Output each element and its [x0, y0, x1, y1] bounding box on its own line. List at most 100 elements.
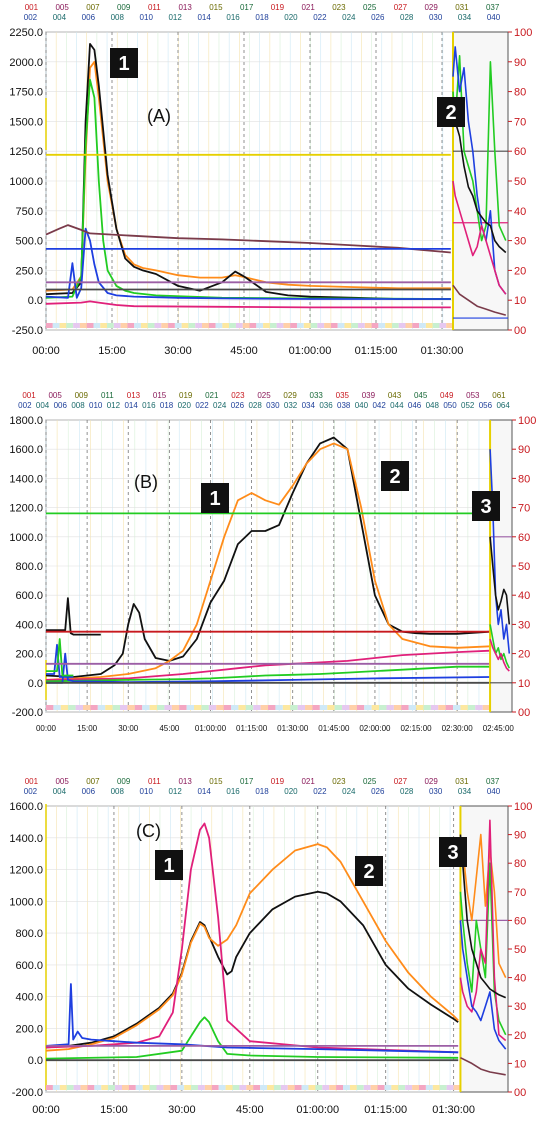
channel-label-top: 011 — [148, 3, 161, 12]
series-line — [45, 43, 451, 300]
y2-tick-label: 100 — [518, 415, 536, 427]
badge-label: 1 — [209, 488, 220, 510]
channel-strip — [317, 323, 325, 328]
channel-label-bottom: 028 — [400, 13, 414, 22]
y-tick-label: 800.0 — [15, 928, 43, 940]
channel-strip — [171, 705, 180, 710]
channel-label-bottom: 006 — [54, 401, 68, 410]
channel-strip — [120, 323, 128, 328]
channel-strip — [260, 1085, 268, 1090]
channel-strip — [161, 323, 169, 328]
channel-strip — [156, 1085, 164, 1090]
channel-label-top: 061 — [492, 391, 506, 400]
y-tick-label: 750.0 — [15, 206, 43, 218]
badge — [437, 97, 465, 127]
channel-strip — [344, 323, 352, 328]
y2-tick-label: 10 — [514, 1058, 526, 1070]
channel-strip — [216, 705, 224, 710]
channel-strip — [218, 1085, 226, 1090]
channel-label-bottom: 030 — [266, 401, 280, 410]
channel-strip — [127, 323, 135, 328]
channel-strip — [336, 1085, 344, 1090]
channel-strip — [59, 1085, 67, 1090]
channel-strip — [405, 1085, 413, 1090]
channel-label-bottom: 046 — [408, 401, 422, 410]
channel-strip — [269, 323, 277, 328]
channel-strip — [446, 323, 453, 328]
channel-strip — [188, 323, 196, 328]
y2-tick-label: 50 — [514, 176, 526, 188]
channel-label-bottom: 012 — [168, 13, 182, 22]
channel-label-bottom: 022 — [195, 401, 209, 410]
channel-label-top: 007 — [86, 777, 100, 786]
channel-strip — [379, 705, 387, 710]
channel-strip — [191, 1085, 198, 1090]
y2-tick-label: 20 — [514, 265, 526, 277]
channel-label-top: 029 — [424, 777, 438, 786]
channel-label-top: 017 — [240, 3, 254, 12]
y2-tick-label: 100 — [514, 27, 532, 39]
channel-label-bottom: 044 — [390, 401, 404, 410]
channel-label-bottom: 040 — [487, 787, 501, 796]
channel-strip — [423, 705, 431, 710]
channel-label-bottom: 034 — [458, 13, 472, 22]
channel-label-bottom: 014 — [197, 787, 211, 796]
channel-strip — [391, 1085, 399, 1090]
tail-series-line — [452, 106, 507, 254]
channel-label-bottom: 010 — [89, 401, 103, 410]
channel-label-bottom: 016 — [226, 13, 240, 22]
channel-label-bottom: 018 — [255, 787, 269, 796]
channel-strip — [90, 705, 98, 710]
channel-strip — [120, 705, 128, 710]
x-tick-label: 02:15:00 — [400, 724, 432, 733]
channel-label-bottom: 004 — [53, 787, 67, 796]
channel-label-bottom: 042 — [372, 401, 386, 410]
channel-strip — [253, 1085, 261, 1090]
channel-label-top: 019 — [271, 777, 285, 786]
channel-strip — [186, 705, 195, 710]
channel-label-bottom: 014 — [197, 13, 211, 22]
series-line — [45, 227, 451, 300]
y-tick-label: 500.0 — [15, 236, 43, 248]
badge — [439, 837, 467, 867]
y2-tick-label: 90 — [518, 444, 530, 456]
tail-series-line — [459, 833, 507, 978]
chart-panel: 001 005 007 009 011 013 015 017 019 021 023 025 027 0… — [9, 777, 532, 1116]
channel-label-bottom: 026 — [231, 401, 245, 410]
channel-strip — [439, 1085, 447, 1090]
series-line — [45, 890, 459, 1049]
y-tick-label: 1200.0 — [9, 865, 43, 877]
channel-strip — [425, 1085, 433, 1090]
channel-strip — [164, 705, 172, 710]
channel-label-bottom: 026 — [371, 787, 385, 796]
channel-strip — [267, 1085, 274, 1090]
channel-strip — [438, 705, 446, 710]
y2-tick-label: 00 — [514, 325, 526, 337]
channel-strip — [87, 1085, 95, 1090]
channel-strip — [398, 323, 406, 328]
channel-strip — [142, 1085, 150, 1090]
y2-tick-label: 40 — [514, 206, 526, 218]
channel-strip — [276, 323, 284, 328]
channel-label-top: 043 — [388, 391, 402, 400]
channel-strip — [204, 1085, 212, 1090]
y-tick-label: 600.0 — [15, 960, 43, 972]
channel-label-bottom: 016 — [142, 401, 156, 410]
channel-strip — [238, 705, 246, 710]
badge-label: 3 — [447, 842, 458, 864]
channel-strip — [405, 323, 413, 328]
channel-label-top: 025 — [257, 391, 271, 400]
channel-label-bottom: 026 — [371, 13, 385, 22]
tail-series-line — [489, 536, 511, 625]
y-tick-label: 200.0 — [15, 1023, 43, 1035]
x-tick-label: 01:00:00 — [296, 1104, 339, 1116]
channel-label-top: 005 — [55, 3, 69, 12]
channel-strip — [134, 323, 141, 328]
channel-label-bottom: 010 — [140, 13, 154, 22]
channel-label-top: 037 — [486, 3, 500, 12]
y-tick-label: 1250.0 — [9, 146, 43, 158]
channel-strip — [59, 323, 67, 328]
channel-strip — [263, 323, 270, 328]
series-line — [45, 665, 491, 683]
channel-label-bottom: 016 — [226, 787, 240, 796]
